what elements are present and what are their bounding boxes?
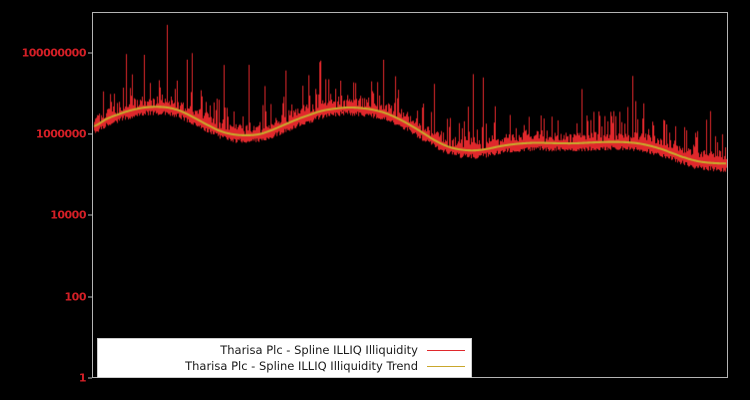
y-axis-tick-label: 10000 [50,208,86,222]
legend-label-illiquidity-trend: Tharisa Plc - Spline ILLIQ Illiquidity T… [185,359,418,373]
legend-swatch-illiquidity-trend [427,365,465,367]
plot-canvas [93,13,727,377]
y-axis-tick-label: 100000000 [21,46,87,60]
y-axis-tick-label: 1000000 [35,127,87,141]
y-axis-tick-label: 1 [78,371,87,385]
plot-area [92,12,728,378]
legend-item-illiquidity: Tharisa Plc - Spline ILLIQ Illiquidity [104,342,465,358]
y-axis-tick-label: 100 [64,290,87,304]
legend-item-illiquidity-trend: Tharisa Plc - Spline ILLIQ Illiquidity T… [104,358,465,374]
y-axis: 100000000 1000000 10000 100 1 [0,0,92,400]
legend-label-illiquidity: Tharisa Plc - Spline ILLIQ Illiquidity [220,343,418,357]
chart-legend: Tharisa Plc - Spline ILLIQ Illiquidity T… [97,338,472,378]
legend-swatch-illiquidity [427,349,465,351]
